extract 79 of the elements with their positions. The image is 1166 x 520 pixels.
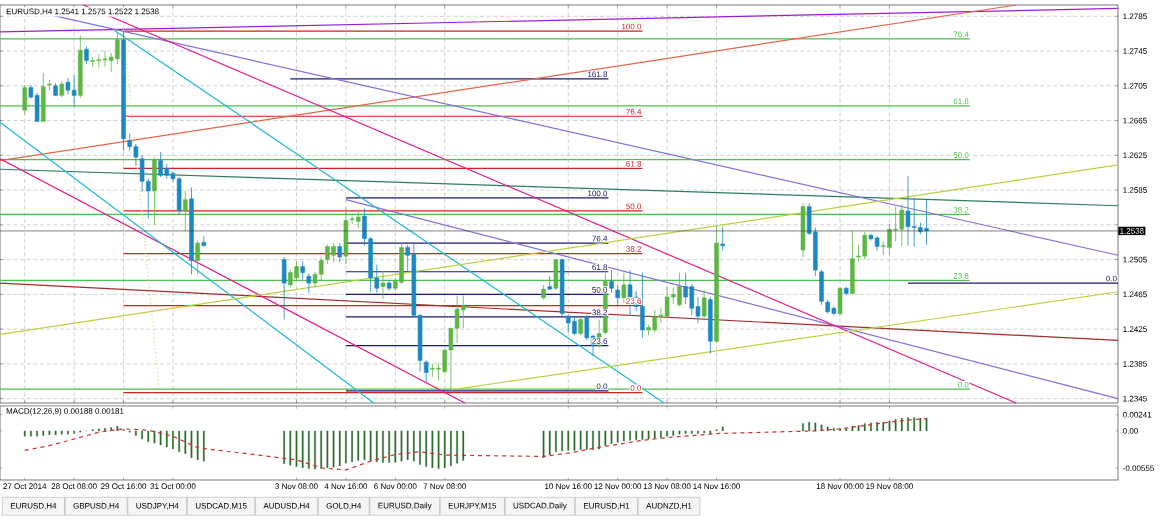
text: AUDNZD,H1 bbox=[646, 503, 692, 510]
x-tick-label: 29 Oct 16:00 bbox=[101, 483, 147, 490]
series-label: 161.8 bbox=[588, 71, 608, 78]
series-label: 76.4 bbox=[592, 235, 608, 242]
x-tick-label: 19 Nov 08:00 bbox=[866, 483, 913, 490]
ref-line-label: 1.2538 bbox=[1120, 228, 1144, 234]
series-label: 0.0 bbox=[1106, 275, 1117, 282]
y-tick-label: -0.00555 bbox=[1123, 465, 1154, 472]
y-tick-label: 1.2505 bbox=[1123, 256, 1147, 263]
text: AUDUSD,H4 bbox=[263, 502, 310, 510]
x-tick-label: 12 Nov 00:00 bbox=[594, 483, 642, 490]
series-label: 61.8 bbox=[953, 98, 969, 105]
y-tick-label: 1.2665 bbox=[1123, 117, 1147, 124]
text: USDJPY,H4 bbox=[136, 502, 179, 510]
x-tick-label: 28 Oct 08:00 bbox=[51, 483, 97, 490]
series-label: 38.2 bbox=[592, 309, 608, 316]
text: EURUSD,H1 bbox=[583, 502, 630, 510]
y-tick-label: 1.2345 bbox=[1123, 395, 1147, 402]
y-tick-label: 1.2425 bbox=[1123, 326, 1147, 332]
series-label: 38.2 bbox=[626, 246, 642, 252]
y-tick-label: 1.2585 bbox=[1123, 187, 1147, 193]
text: USDCAD,Daily bbox=[513, 502, 567, 510]
series-label: 23.6 bbox=[626, 298, 642, 304]
y-tick-label: 1.2785 bbox=[1123, 13, 1147, 20]
text: USDCAD,M15 bbox=[195, 502, 247, 510]
candlestick bbox=[615, 284, 620, 307]
candlestick bbox=[300, 260, 305, 280]
text: EURUSD,H4 bbox=[10, 502, 57, 510]
x-tick-label: 14 Nov 16:00 bbox=[693, 483, 740, 490]
candlestick bbox=[609, 269, 614, 294]
series-label: 23.6 bbox=[592, 338, 608, 344]
candlestick bbox=[281, 256, 287, 320]
y-tick-label: 0.00 bbox=[1123, 428, 1138, 434]
x-tick-label: 6 Nov 00:00 bbox=[374, 483, 417, 490]
text: EURUSD,Daily bbox=[378, 502, 432, 510]
series-label: 50.0 bbox=[953, 152, 969, 158]
series-label: 23.6 bbox=[953, 273, 969, 279]
series-label: 0.0 bbox=[630, 385, 642, 391]
series-label: 0.0 bbox=[596, 383, 608, 390]
candlestick bbox=[22, 84, 27, 115]
chart-title: MACD(12,26,9) 0.00188 0.00181 bbox=[6, 407, 124, 416]
y-tick-label: 1.2705 bbox=[1123, 82, 1147, 89]
series-label: 38.2 bbox=[953, 207, 969, 213]
series-label: 61.8 bbox=[626, 160, 642, 167]
candlestick bbox=[720, 226, 725, 252]
x-tick-label: 13 Nov 08:00 bbox=[643, 483, 691, 490]
chart-title: EURUSD,H4 1.2541 1.2575 1.2522 1.2538 bbox=[6, 8, 159, 16]
series-label: 50.0 bbox=[626, 203, 642, 210]
x-tick-label: 31 Oct 00:00 bbox=[150, 483, 196, 490]
text: EURJPY,M15 bbox=[448, 503, 497, 510]
text: GBPUSD,H4 bbox=[73, 502, 120, 510]
y-tick-label: 1.2385 bbox=[1123, 361, 1147, 367]
x-tick-label: 3 Nov 08:00 bbox=[275, 483, 318, 490]
y-tick-label: 0.00241 bbox=[1123, 411, 1152, 418]
candlestick bbox=[547, 275, 552, 291]
series-label: 76.4 bbox=[953, 31, 969, 38]
y-tick-label: 1.2625 bbox=[1123, 152, 1147, 159]
x-tick-label: 4 Nov 16:00 bbox=[324, 483, 368, 490]
series-label: 0.0 bbox=[958, 381, 969, 388]
candlestick bbox=[306, 273, 312, 294]
x-tick-label: 27 Oct 2014 bbox=[3, 483, 47, 490]
candlestick bbox=[621, 272, 627, 304]
candlestick bbox=[183, 190, 188, 232]
y-tick-label: 1.2465 bbox=[1123, 291, 1147, 298]
text: GOLD,H4 bbox=[326, 502, 362, 510]
candlestick bbox=[380, 270, 386, 300]
series-label: 100.0 bbox=[588, 190, 608, 197]
y-tick-label: 1.2745 bbox=[1123, 48, 1147, 54]
candlestick bbox=[337, 242, 342, 263]
series-label: 76.4 bbox=[626, 108, 642, 115]
series-label: 61.8 bbox=[592, 264, 608, 271]
candlestick bbox=[195, 240, 200, 275]
series-label: 50.0 bbox=[592, 286, 608, 293]
series-label: 100.0 bbox=[622, 23, 642, 30]
x-tick-label: 7 Nov 08:00 bbox=[423, 483, 466, 490]
candlestick bbox=[701, 289, 707, 321]
x-tick-label: 10 Nov 16:00 bbox=[545, 483, 592, 490]
x-tick-label: 18 Nov 00:00 bbox=[816, 483, 864, 490]
candlestick bbox=[423, 360, 429, 383]
